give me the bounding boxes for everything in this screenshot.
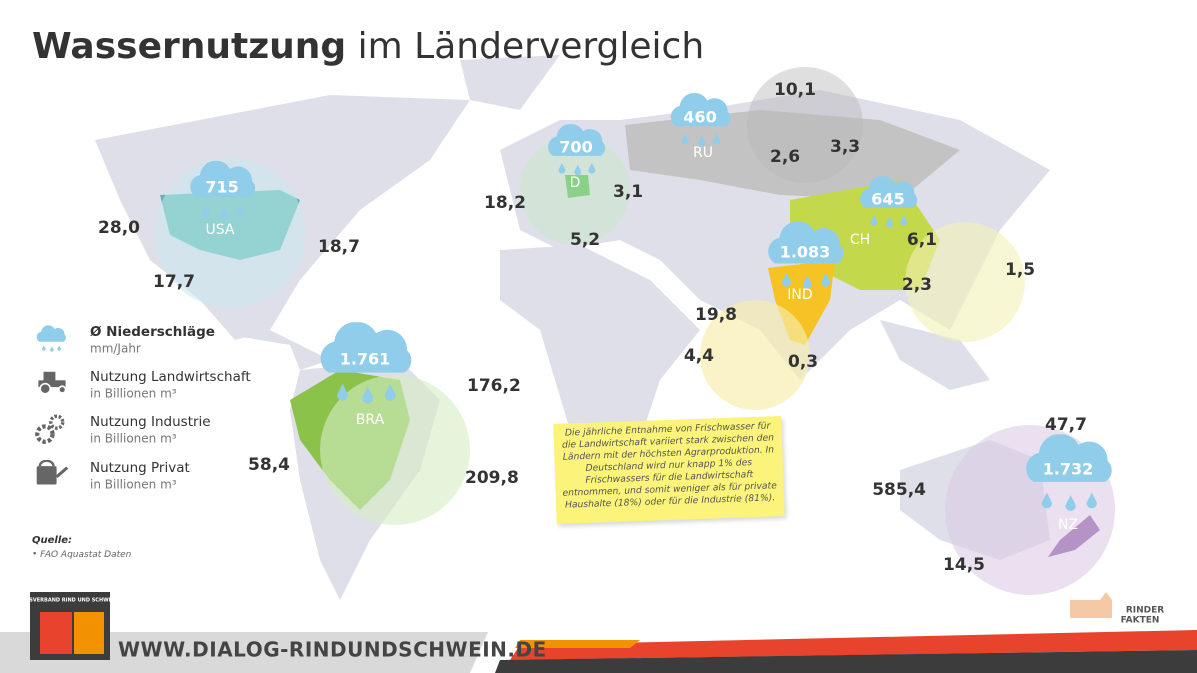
rain-value: 645 — [871, 190, 904, 209]
industry-value: 14,5 — [943, 555, 985, 575]
country-groups: 715 USA 18,7 28,0 17,7 700 D 3,1 18,2 5,2 460 RU 10,… — [98, 71, 1112, 575]
legend-unit: mm/Jahr — [90, 342, 141, 356]
title-rest: im Ländervergleich — [358, 26, 704, 67]
private-value: 5,2 — [570, 230, 600, 250]
rain-value: 460 — [683, 108, 716, 127]
legend-icon — [36, 325, 66, 352]
legend-title: Ø Niederschläge — [90, 324, 215, 340]
country-label: USA — [206, 222, 235, 238]
source-text: FAO Aquastat Daten — [40, 550, 131, 560]
country-label: IND — [787, 287, 812, 303]
rain-value: 715 — [205, 178, 238, 197]
legend: Ø Niederschläge mm/Jahr Nutzung Landwirt… — [37, 324, 251, 492]
circle — [747, 67, 863, 183]
footer: BUNDESVERBAND RIND UND SCHWEIN E.V. WWW.… — [0, 592, 1197, 673]
circle — [520, 135, 630, 245]
legend-title: Nutzung Landwirtschaft — [90, 369, 251, 385]
country-label: D — [570, 175, 581, 191]
legend-icon — [37, 370, 67, 394]
note: Die jährliche Entnahme von Frischwasser … — [553, 416, 785, 524]
rain-value: 700 — [559, 138, 592, 157]
country-label: CH — [850, 232, 870, 248]
legend-icon — [37, 416, 63, 442]
agriculture-value: 176,2 — [467, 376, 521, 396]
industry-value: 19,8 — [695, 305, 737, 325]
brand-bottom: FAKTEN — [1121, 616, 1160, 626]
industry-value: 2,3 — [902, 275, 932, 295]
industry-value: 18,2 — [484, 193, 526, 213]
title: Wassernutzung im Ländervergleich — [32, 26, 704, 67]
rain-value: 1.761 — [340, 350, 391, 369]
rain-value: 1.732 — [1043, 460, 1094, 479]
country-label: NZ — [1058, 517, 1078, 533]
agriculture-value: 0,3 — [788, 352, 818, 372]
circle — [905, 222, 1025, 342]
agriculture-value: 10,1 — [774, 80, 816, 100]
industry-value: 209,8 — [465, 468, 519, 488]
industry-value: 2,6 — [770, 147, 800, 167]
legend-unit: in Billionen m³ — [90, 432, 177, 446]
private-value: 1,5 — [1005, 260, 1035, 280]
source-item: • FAO Aquastat Daten — [32, 550, 132, 560]
agriculture-value: 6,1 — [907, 230, 937, 250]
private-icon — [412, 71, 452, 102]
legend-title: Nutzung Industrie — [90, 414, 211, 430]
agriculture-value: 18,7 — [318, 237, 360, 257]
legend-title: Nutzung Privat — [90, 460, 190, 476]
private-value: 4,4 — [684, 346, 714, 366]
agriculture-value: 585,4 — [872, 480, 926, 500]
private-value: 47,7 — [1045, 415, 1087, 435]
circle — [320, 375, 470, 525]
private-value: 17,7 — [153, 272, 195, 292]
legend-unit: in Billionen m³ — [90, 478, 177, 492]
industry-value: 28,0 — [98, 218, 140, 238]
legend-icon — [35, 460, 69, 486]
org-name: BUNDESVERBAND RIND UND SCHWEIN E.V. — [10, 598, 131, 604]
rain-value: 1.083 — [780, 243, 831, 262]
circle — [155, 158, 305, 308]
legend-unit: in Billionen m³ — [90, 387, 177, 401]
circle — [700, 300, 810, 410]
footer-url[interactable]: WWW.DIALOG-RINDUNDSCHWEIN.DE — [118, 638, 547, 662]
private-value: 3,3 — [830, 137, 860, 157]
title-bold: Wassernutzung — [32, 26, 346, 67]
private-value: 58,4 — [248, 455, 290, 475]
source-label: Quelle: — [32, 535, 72, 546]
country-label: RU — [693, 145, 713, 161]
country-label: BRA — [356, 412, 385, 428]
agriculture-value: 3,1 — [613, 182, 643, 202]
brand-top: RINDER — [1126, 606, 1164, 616]
